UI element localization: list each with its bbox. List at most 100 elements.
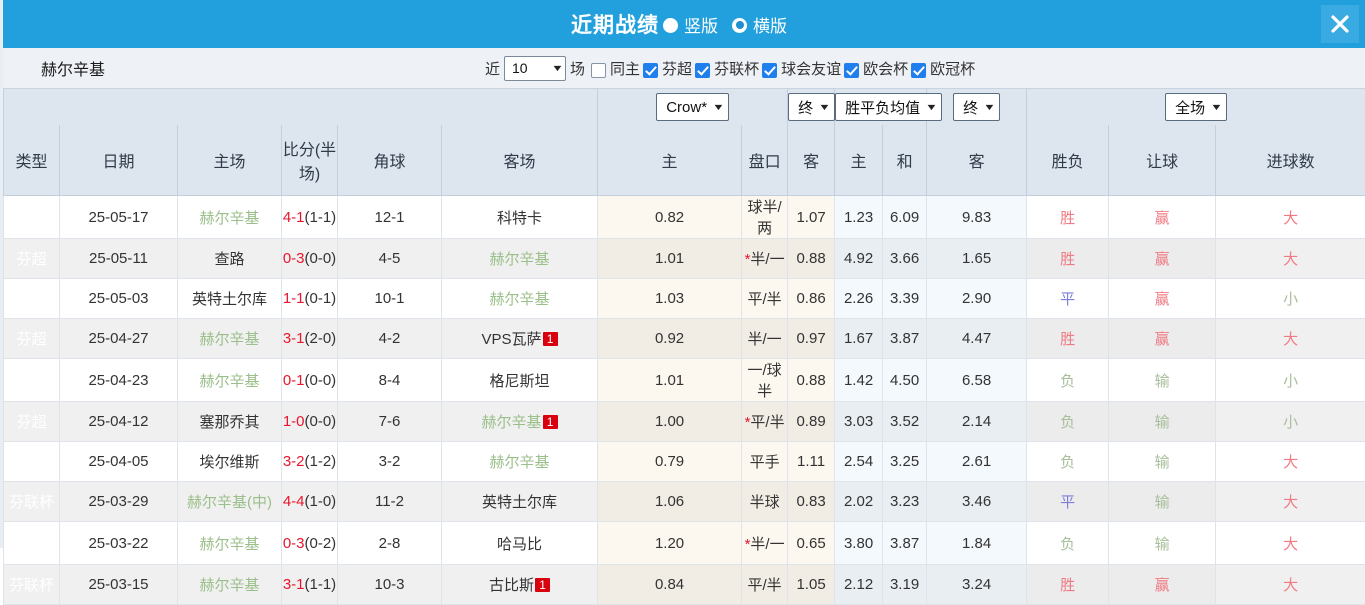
cell-result-wdl: 平 [1027, 279, 1109, 319]
col-header-hc-home[interactable]: 主 [598, 125, 742, 196]
cell-type[interactable]: 芬联杯 [4, 565, 60, 605]
checkbox-same-home-label[interactable]: 同主 [610, 58, 640, 79]
cell-result-wdl: 胜 [1027, 239, 1109, 279]
home-team-name: 赫尔辛基 [199, 331, 259, 348]
col-header-result-wdl[interactable]: 胜负 [1027, 125, 1109, 196]
cell-away[interactable]: 赫尔辛基 [442, 442, 598, 482]
checkbox-league-0[interactable] [643, 63, 658, 78]
checkbox-league-4[interactable] [911, 63, 926, 78]
cell-away[interactable]: 格尼斯坦 [442, 359, 598, 402]
score-fulltime: 1-0 [283, 413, 305, 430]
cell-home[interactable]: 赫尔辛基 [178, 196, 282, 239]
checkbox-league-2-label[interactable]: 球会友谊 [781, 58, 841, 79]
cell-home[interactable]: 英特土尔库 [178, 279, 282, 319]
col-header-eu-away[interactable]: 客 [927, 125, 1027, 196]
period-select-cell: 全场 ▼ [1027, 89, 1365, 125]
col-header-result-goals[interactable]: 进球数 [1216, 125, 1365, 196]
cell-hc-away: 0.89 [788, 402, 835, 442]
cell-result-wdl: 胜 [1027, 319, 1109, 359]
cell-type[interactable]: 芬超 [4, 239, 60, 279]
cell-away[interactable]: 赫尔辛基 [442, 279, 598, 319]
period-select[interactable]: 全场 ▼ [1165, 93, 1227, 121]
cell-home[interactable]: 赫尔辛基 [178, 359, 282, 402]
col-header-result-hc[interactable]: 让球 [1109, 125, 1216, 196]
checkbox-league-3-label[interactable]: 欧会杯 [863, 58, 908, 79]
cell-hc-away: 0.97 [788, 319, 835, 359]
cell-type[interactable]: 芬超 [4, 319, 60, 359]
cell-eu-home: 2.02 [835, 482, 883, 522]
cell-away[interactable]: 科特卡 [442, 196, 598, 239]
cell-home[interactable]: 赫尔辛基 [178, 319, 282, 359]
close-button[interactable] [1321, 5, 1359, 43]
cell-home[interactable]: 赫尔辛基 [178, 522, 282, 565]
col-header-score[interactable]: 比分(半场) [282, 125, 338, 196]
cell-eu-draw: 3.39 [883, 279, 927, 319]
score-fulltime: 0-1 [283, 372, 305, 389]
col-header-eu-home[interactable]: 主 [835, 125, 883, 196]
cell-date: 25-04-12 [60, 402, 178, 442]
radio-vertical[interactable] [663, 18, 678, 33]
cell-away[interactable]: 英特土尔库 [442, 482, 598, 522]
checkbox-league-3[interactable] [844, 63, 859, 78]
checkbox-league-2[interactable] [762, 63, 777, 78]
radio-vertical-label[interactable]: 竖版 [684, 12, 718, 37]
col-header-type[interactable]: 类型 [4, 125, 60, 196]
cell-type[interactable]: 芬超 [4, 279, 60, 319]
col-header-corner[interactable]: 角球 [338, 125, 442, 196]
checkbox-same-home[interactable] [591, 63, 606, 78]
checkbox-league-1-label[interactable]: 芬联杯 [714, 58, 759, 79]
results-table: Crow* ▼ 终 ▼ 胜平负均值 ▼ [3, 89, 1365, 605]
cell-eu-away: 3.46 [927, 482, 1027, 522]
cell-type[interactable]: 球会友谊 [4, 522, 60, 565]
radio-horizontal-label[interactable]: 横版 [753, 12, 787, 37]
match-count-select[interactable]: 10 ▼ [504, 56, 566, 81]
cell-home[interactable]: 赫尔辛基 [178, 565, 282, 605]
company-stage-select[interactable]: 终 ▼ [788, 93, 835, 121]
cell-type[interactable]: 芬超 [4, 196, 60, 239]
cell-type[interactable]: 芬超 [4, 359, 60, 402]
col-header-eu-draw[interactable]: 和 [883, 125, 927, 196]
cell-type[interactable]: 芬联杯 [4, 482, 60, 522]
cell-home[interactable]: 塞那乔其 [178, 402, 282, 442]
cell-home[interactable]: 埃尔维斯 [178, 442, 282, 482]
cell-type[interactable]: 芬超 [4, 402, 60, 442]
checkbox-league-4-label[interactable]: 欧冠杯 [930, 58, 975, 79]
col-header-hc-away[interactable]: 客 [788, 125, 835, 196]
radio-horizontal[interactable] [732, 18, 747, 33]
cell-hc-home: 0.92 [598, 319, 742, 359]
eu-type-select[interactable]: 胜平负均值 ▼ [835, 93, 942, 121]
checkbox-league-0-label[interactable]: 芬超 [662, 58, 692, 79]
cell-eu-home: 3.03 [835, 402, 883, 442]
col-header-hc-line[interactable]: 盘口 [742, 125, 788, 196]
eu-stage-select[interactable]: 终 ▼ [953, 93, 1000, 121]
cell-away[interactable]: 赫尔辛基 [442, 239, 598, 279]
checkbox-league-1[interactable] [695, 63, 710, 78]
cell-result-goals: 小 [1216, 402, 1365, 442]
col-header-date[interactable]: 日期 [60, 125, 178, 196]
cell-home[interactable]: 查路 [178, 239, 282, 279]
cell-type[interactable]: 芬超 [4, 442, 60, 482]
col-header-away[interactable]: 客场 [442, 125, 598, 196]
cell-home[interactable]: 赫尔辛基(中) [178, 482, 282, 522]
cell-score: 0-1(0-0) [282, 359, 338, 402]
company-select[interactable]: Crow* ▼ [656, 93, 729, 121]
col-header-home[interactable]: 主场 [178, 125, 282, 196]
cell-date: 25-04-23 [60, 359, 178, 402]
cell-date: 25-04-05 [60, 442, 178, 482]
cell-result-wdl: 负 [1027, 442, 1109, 482]
cell-away[interactable]: 哈马比 [442, 522, 598, 565]
cell-hc-home: 1.01 [598, 239, 742, 279]
